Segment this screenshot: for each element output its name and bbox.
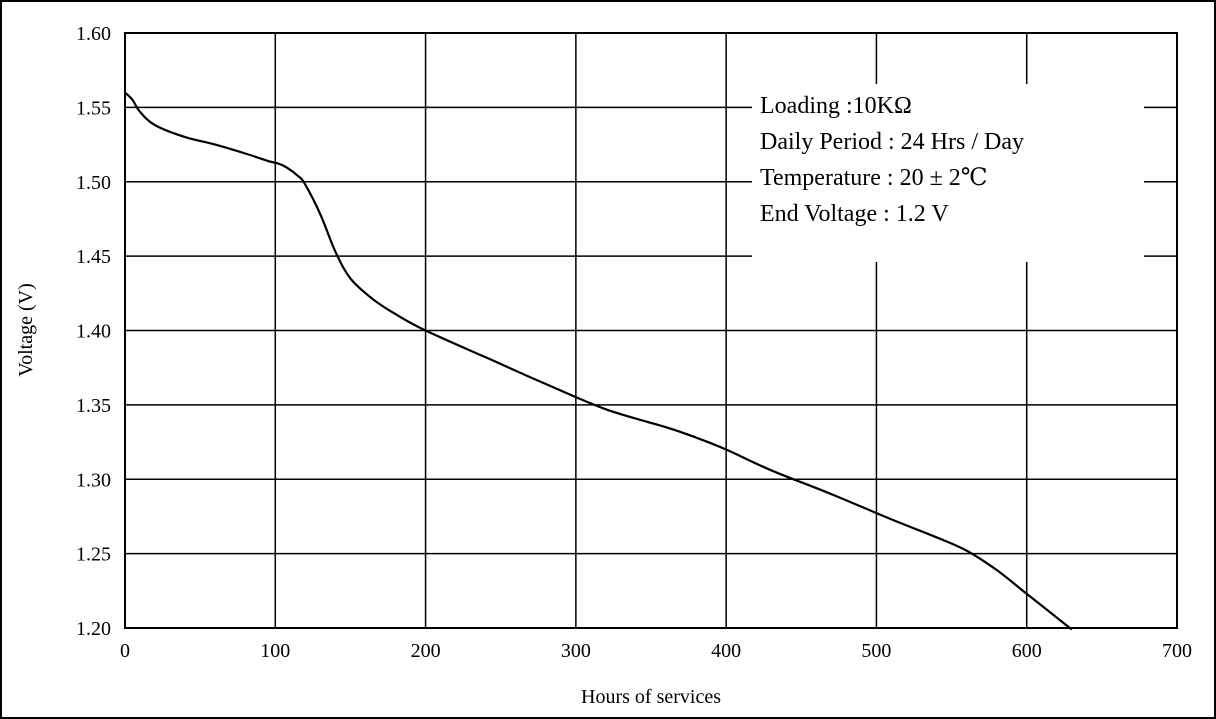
plot-border: [124, 32, 1178, 629]
x-tick-label: 100: [260, 640, 290, 662]
y-tick-label: 1.20: [76, 618, 111, 640]
y-tick-label: 1.45: [76, 246, 111, 268]
annotation-text: Loading :10KΩ Daily Period : 24 Hrs / Day…: [760, 93, 1024, 227]
y-tick-labels: 1.20 1.25 1.30 1.35 1.40 1.45 1.50 1.55 1.60: [76, 23, 111, 640]
y-tick-label: 1.55: [76, 97, 111, 119]
x-tick-label: 500: [861, 640, 891, 662]
annotation-box: [752, 84, 1144, 262]
axes: [124, 32, 1178, 629]
x-tick-label: 700: [1162, 640, 1192, 662]
x-axis-label: Hours of services: [581, 686, 721, 708]
y-tick-label: 1.25: [76, 544, 111, 566]
y-tick-label: 1.50: [76, 172, 111, 194]
discharge-curve: [124, 91, 1073, 631]
annotation-line: Daily Period : 24 Hrs / Day: [760, 129, 1024, 155]
y-tick-label: 1.35: [76, 395, 111, 417]
y-tick-label: 1.30: [76, 469, 111, 491]
x-tick-labels: 0 100 200 300 400 500 600 700: [120, 640, 1192, 662]
x-tick-label: 400: [711, 640, 741, 662]
annotation-line: Temperature : 20 ± 2℃: [760, 165, 988, 191]
y-axis-label: Voltage (V): [15, 283, 37, 377]
x-tick-label: 0: [120, 640, 130, 662]
annotation-line: End Voltage : 1.2 V: [760, 201, 949, 227]
y-tick-label: 1.40: [76, 321, 111, 343]
x-tick-label: 300: [561, 640, 591, 662]
y-tick-label: 1.60: [76, 23, 111, 45]
annotation-line: Loading :10KΩ: [760, 93, 912, 119]
x-tick-label: 200: [411, 640, 441, 662]
x-tick-label: 600: [1012, 640, 1042, 662]
